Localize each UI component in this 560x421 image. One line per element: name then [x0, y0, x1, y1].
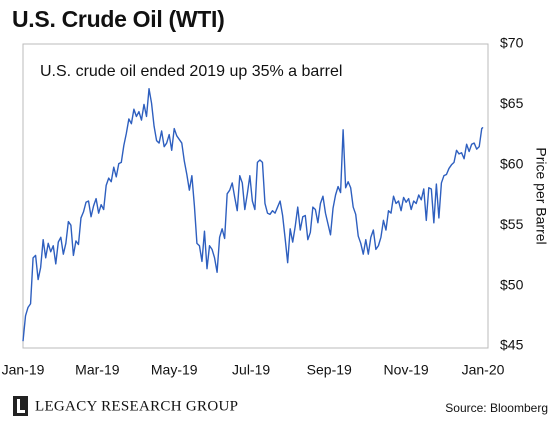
y-tick-label: $45: [500, 337, 524, 353]
annotation: U.S. crude oil ended 2019 up 35% a barre…: [40, 63, 342, 80]
plot-frame: [22, 43, 489, 349]
source: Source: Bloomberg: [445, 401, 548, 415]
x-tick-label: Jan-19: [2, 362, 45, 378]
price-line: [22, 88, 484, 342]
brand: LEGACY RESEARCH GROUP: [35, 398, 238, 414]
y-axis-label: Price per Barrel: [533, 147, 549, 244]
y-tick-label: $55: [500, 216, 524, 232]
chart-title: U.S. Crude Oil (WTI): [12, 6, 225, 32]
x-tick-label: Nov-19: [384, 362, 429, 378]
y-tick-label: $60: [500, 156, 524, 172]
x-tick-label: Mar-19: [75, 362, 120, 378]
y-tick-label: $50: [500, 276, 524, 292]
logo: [13, 396, 28, 416]
x-tick-label: Sep-19: [307, 362, 352, 378]
y-tick-label: $65: [500, 95, 524, 111]
y-tick-label: $70: [500, 35, 524, 51]
x-tick-label: Jan-20: [462, 362, 505, 378]
x-tick-label: Jul-19: [232, 362, 270, 378]
x-tick-label: May-19: [151, 362, 198, 378]
